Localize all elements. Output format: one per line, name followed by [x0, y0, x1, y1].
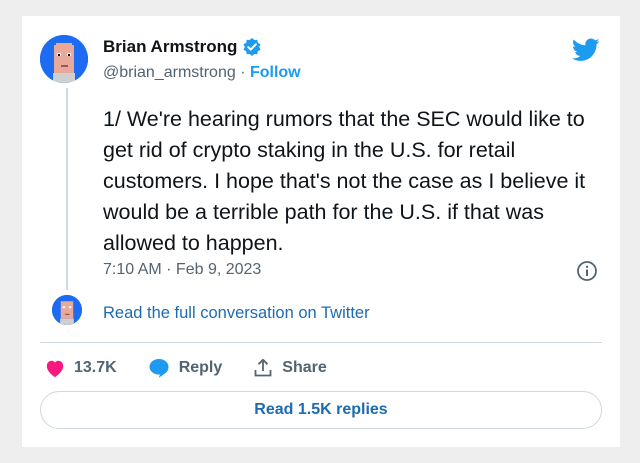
share-label: Share [282, 359, 327, 376]
author-handle[interactable]: @brian_armstrong [103, 64, 236, 81]
twitter-bird-icon[interactable] [571, 38, 600, 62]
author-name-row: Brian Armstrong [103, 37, 262, 57]
share-button[interactable]: Share [252, 357, 327, 379]
info-icon[interactable] [576, 260, 598, 282]
read-conversation-link[interactable]: Read the full conversation on Twitter [103, 304, 370, 322]
thread-line [66, 88, 68, 290]
handle-separator: · [235, 64, 250, 81]
reply-label: Reply [178, 359, 223, 376]
action-bar: 13.7K Reply Share [44, 356, 357, 380]
verified-icon [242, 37, 262, 57]
heart-icon [44, 358, 66, 378]
like-button[interactable]: 13.7K [44, 358, 117, 378]
divider [40, 342, 602, 343]
share-icon [252, 357, 274, 379]
reply-button[interactable]: Reply [147, 357, 223, 379]
reply-bubble-icon [147, 357, 171, 379]
author-name[interactable]: Brian Armstrong [103, 37, 238, 56]
conversation-avatar [52, 295, 82, 325]
author-handle-row: @brian_armstrong · Follow [103, 64, 301, 82]
tweet-timestamp[interactable]: 7:10 AM · Feb 9, 2023 [103, 261, 262, 278]
tweet-text: 1/ We're hearing rumors that the SEC wou… [103, 107, 586, 255]
follow-button[interactable]: Follow [249, 64, 301, 81]
author-avatar[interactable] [40, 35, 88, 83]
like-count: 13.7K [74, 359, 117, 376]
read-replies-button[interactable]: Read 1.5K replies [40, 391, 602, 429]
tweet-embed-card: Brian Armstrong @brian_armstrong · Follo… [22, 16, 620, 447]
